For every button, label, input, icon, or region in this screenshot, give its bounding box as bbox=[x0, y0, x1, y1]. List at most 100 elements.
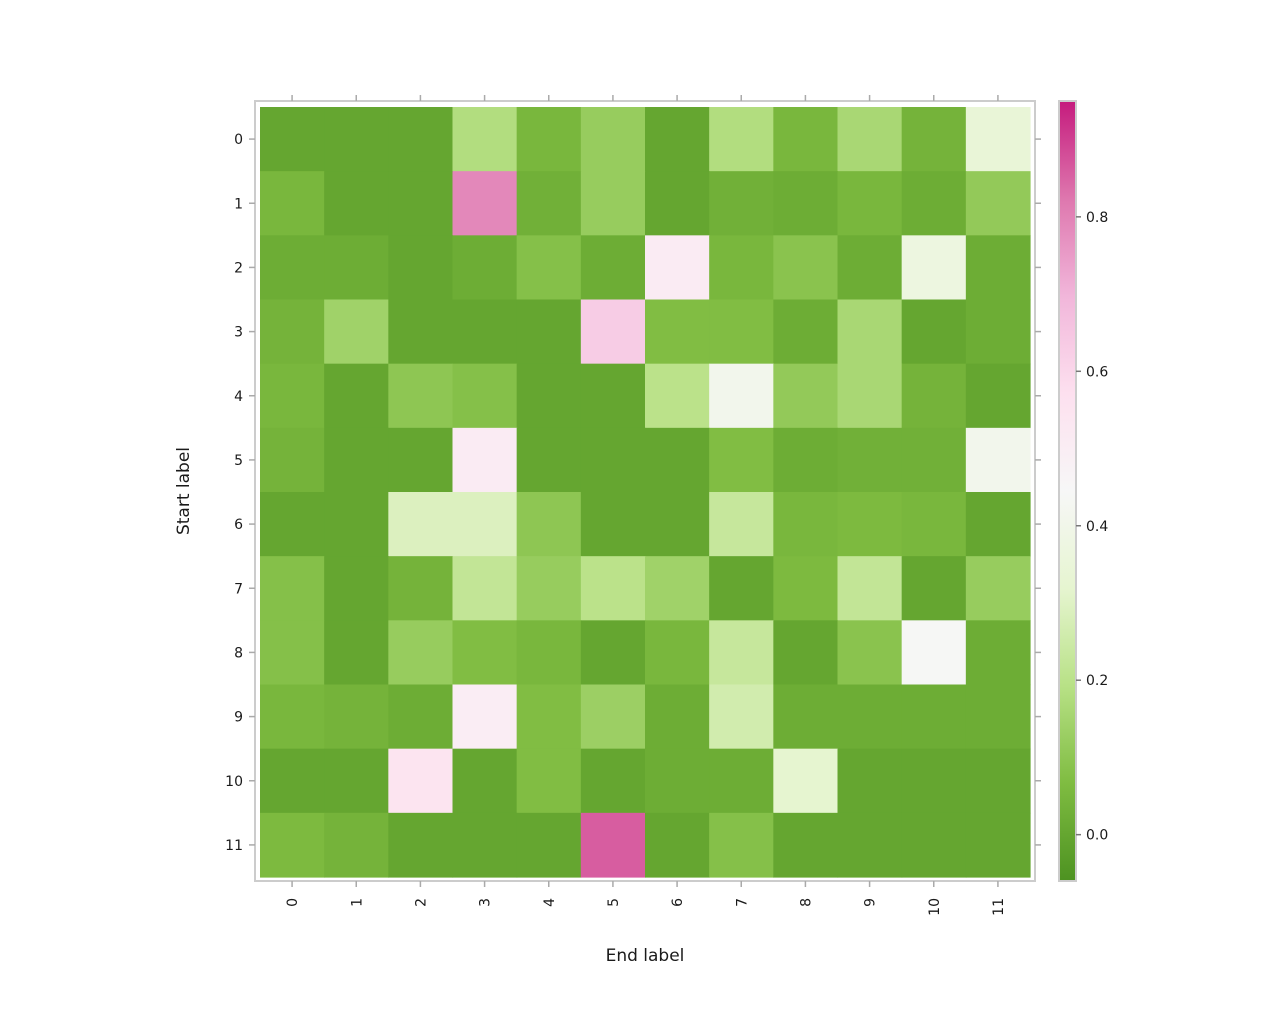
heatmap-cell bbox=[388, 235, 454, 301]
heatmap-cell bbox=[580, 299, 646, 365]
y-tick-label: 2 bbox=[234, 260, 243, 276]
x-axis-ticks: 0 1 2 3 4 5 6 7 8 9 10 11 bbox=[285, 95, 1007, 916]
heatmap-cell bbox=[773, 235, 839, 301]
heatmap-cell bbox=[837, 107, 903, 172]
heatmap-cell bbox=[580, 235, 646, 301]
heatmap-cell bbox=[324, 235, 389, 301]
heatmap-cell bbox=[260, 812, 325, 878]
heatmap-cell bbox=[837, 299, 903, 365]
heatmap-cell bbox=[452, 107, 518, 172]
heatmap-cell bbox=[837, 492, 903, 557]
x-tick-label: 5 bbox=[606, 898, 622, 907]
heatmap-cell bbox=[901, 684, 967, 750]
heatmap-cell bbox=[965, 363, 1031, 429]
heatmap-cell bbox=[516, 620, 582, 686]
heatmap-cell bbox=[773, 748, 839, 814]
heatmap-cell bbox=[645, 812, 710, 878]
heatmap-cell bbox=[516, 171, 582, 236]
heatmap-cell bbox=[388, 492, 454, 557]
heatmap-cell bbox=[388, 427, 454, 493]
heatmap-cell bbox=[516, 492, 582, 557]
heatmap-cell bbox=[388, 812, 454, 878]
heatmap-cell bbox=[901, 363, 967, 429]
heatmap-cell bbox=[645, 684, 710, 750]
heatmap-cell bbox=[324, 748, 389, 814]
y-axis-title: Start label bbox=[174, 447, 194, 535]
heatmap-cell bbox=[965, 235, 1031, 301]
heatmap-cell bbox=[260, 235, 325, 301]
heatmap-cell bbox=[901, 427, 967, 493]
heatmap-cell bbox=[260, 171, 325, 236]
heatmap-cell bbox=[324, 107, 389, 172]
heatmap-cell bbox=[709, 812, 774, 878]
colorbar-tick-label: 0.0 bbox=[1086, 828, 1108, 844]
colorbar-tick-label: 0.6 bbox=[1086, 364, 1108, 380]
heatmap-cell bbox=[965, 171, 1031, 236]
heatmap-cell bbox=[324, 363, 389, 429]
heatmap-cell bbox=[516, 299, 582, 365]
y-tick-label: 1 bbox=[234, 196, 243, 212]
y-tick-label: 9 bbox=[234, 710, 243, 726]
heatmap-cell bbox=[773, 427, 839, 493]
heatmap-cell bbox=[388, 748, 454, 814]
heatmap-cell bbox=[901, 556, 967, 621]
heatmap-cell bbox=[965, 556, 1031, 621]
x-tick-label: 2 bbox=[413, 898, 429, 907]
heatmap-cell bbox=[773, 684, 839, 750]
y-tick-label: 0 bbox=[234, 132, 243, 148]
heatmap-cell bbox=[901, 748, 967, 814]
heatmap-cell bbox=[645, 299, 710, 365]
heatmap-cell bbox=[901, 299, 967, 365]
heatmap-cell bbox=[260, 620, 325, 686]
y-axis-ticks: 0 1 2 3 4 5 6 7 8 9 10 11 bbox=[225, 132, 1041, 854]
heatmap-cell bbox=[773, 620, 839, 686]
heatmap-cell bbox=[452, 812, 518, 878]
heatmap-cell bbox=[388, 299, 454, 365]
heatmap-cell bbox=[773, 363, 839, 429]
heatmap-cell bbox=[516, 107, 582, 172]
y-tick-label: 10 bbox=[225, 774, 243, 790]
x-tick-label: 1 bbox=[349, 898, 365, 907]
heatmap-cell bbox=[773, 299, 839, 365]
heatmap-cell bbox=[452, 363, 518, 429]
heatmap-cell bbox=[901, 620, 967, 686]
heatmap-cell bbox=[965, 684, 1031, 750]
heatmap-cell bbox=[837, 684, 903, 750]
heatmap-cell bbox=[645, 492, 710, 557]
x-tick-label: 0 bbox=[285, 898, 301, 907]
heatmap-cell bbox=[516, 363, 582, 429]
heatmap-cell bbox=[260, 556, 325, 621]
heatmap-cell bbox=[516, 427, 582, 493]
heatmap-cell bbox=[260, 748, 325, 814]
heatmap-cell bbox=[452, 748, 518, 814]
heatmap-cell bbox=[452, 299, 518, 365]
heatmap-cell bbox=[324, 171, 389, 236]
heatmap-cell bbox=[837, 363, 903, 429]
heatmap-cell bbox=[324, 556, 389, 621]
heatmap-cell bbox=[580, 812, 646, 878]
heatmap-cell bbox=[837, 556, 903, 621]
heatmap-cell bbox=[709, 684, 774, 750]
y-tick-label: 11 bbox=[225, 838, 243, 854]
heatmap-cell bbox=[709, 235, 774, 301]
heatmap-cell bbox=[965, 427, 1031, 493]
heatmap-cell bbox=[324, 427, 389, 493]
heatmap-cell bbox=[645, 107, 710, 172]
heatmap-cell bbox=[388, 107, 454, 172]
heatmap-cell bbox=[452, 684, 518, 750]
heatmap-cell bbox=[901, 171, 967, 236]
heatmap-cell bbox=[709, 620, 774, 686]
heatmap-cell bbox=[837, 427, 903, 493]
heatmap-cell bbox=[965, 299, 1031, 365]
heatmap-cell bbox=[324, 299, 389, 365]
heatmap-cell bbox=[260, 107, 325, 172]
heatmap-cell bbox=[580, 363, 646, 429]
heatmap-cell bbox=[260, 684, 325, 750]
heatmap-cell bbox=[965, 107, 1031, 172]
heatmap-cell bbox=[709, 492, 774, 557]
colorbar-tick-label: 0.4 bbox=[1086, 519, 1108, 535]
heatmap-cell bbox=[709, 427, 774, 493]
colorbar-tick-label: 0.2 bbox=[1086, 673, 1108, 689]
y-tick-label: 6 bbox=[234, 517, 243, 533]
colorbar-tick-label: 0.8 bbox=[1086, 210, 1108, 226]
